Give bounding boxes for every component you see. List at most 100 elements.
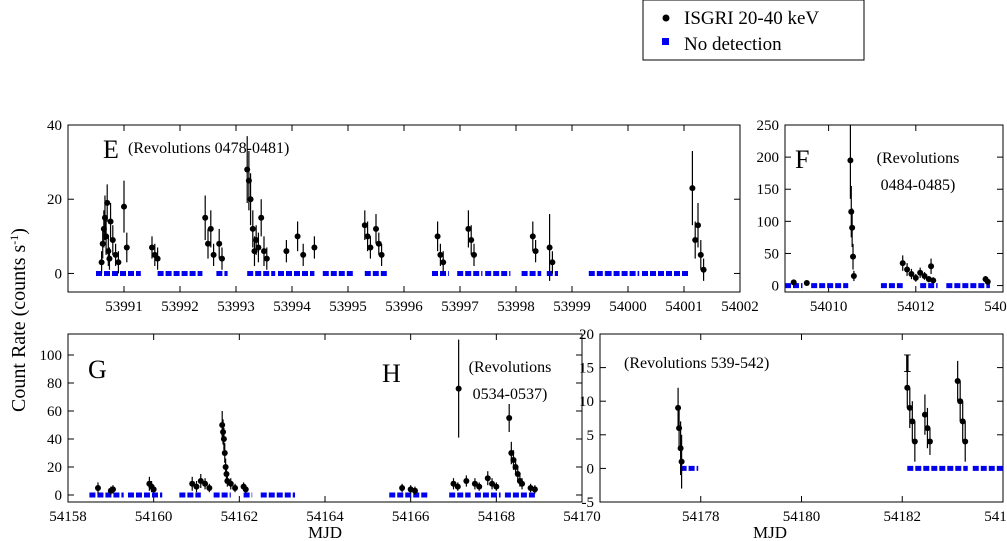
detection-point	[531, 486, 538, 493]
detection-point	[700, 266, 707, 273]
detection-point	[206, 485, 213, 491]
detection-point	[463, 478, 470, 484]
y-tick-label: 20	[47, 460, 62, 476]
detection-point	[202, 214, 209, 221]
detection-point	[300, 251, 307, 258]
detection-point	[912, 274, 919, 281]
detection-point	[508, 450, 515, 456]
detection-point	[247, 196, 254, 203]
detection-point	[193, 483, 200, 490]
detection-point	[904, 384, 911, 391]
y-tick-label: -5	[582, 495, 595, 511]
detection-point	[107, 218, 114, 225]
detection-point	[434, 233, 441, 240]
detection-point	[532, 248, 539, 255]
x-axis-label: MJD	[753, 523, 787, 541]
detection-point	[263, 255, 270, 262]
detection-point	[850, 253, 857, 260]
detection-point	[253, 237, 260, 244]
y-tick-label: 80	[47, 376, 62, 392]
detection-point	[202, 480, 209, 487]
x-tick-label: 54182	[884, 509, 922, 525]
detection-point	[546, 244, 553, 251]
x-tick-label: 54184	[984, 509, 1007, 525]
x-tick-label: 54002	[721, 299, 759, 315]
detection-point	[255, 244, 262, 251]
x-tick-label: 54158	[49, 509, 87, 525]
y-axis-label-close: )	[8, 228, 30, 235]
detection-point	[123, 244, 130, 251]
detection-point	[514, 471, 521, 477]
panel-letter: F	[795, 145, 809, 174]
y-tick-label: 50	[764, 246, 779, 262]
y-tick-label: 200	[757, 150, 780, 166]
detection-point	[506, 415, 513, 421]
detection-point	[675, 404, 682, 411]
detection-point	[98, 259, 105, 266]
detection-point	[512, 464, 519, 470]
x-tick-label: 54162	[221, 509, 259, 525]
legend: ISGRI 20-40 keV No detection	[642, 0, 865, 61]
detection-point	[455, 385, 462, 392]
x-tick-label: 53995	[329, 299, 367, 315]
panel-i: 54178 54180 54182 54184 -5 0 5 10 15 20 I (Revoluti…	[579, 327, 1007, 541]
x-tick-label: 54012	[897, 299, 935, 315]
detection-point	[150, 486, 157, 493]
detection-point	[803, 280, 810, 287]
x-tick-label: 54178	[682, 509, 720, 525]
detection-point	[850, 272, 857, 279]
panel-annotation: (Revolutions	[877, 150, 960, 167]
x-tick-label: 54180	[783, 509, 821, 525]
detection-point	[411, 487, 418, 494]
y-tick-label: 0	[772, 279, 780, 295]
y-tick-label: 150	[757, 182, 780, 198]
detection-point	[258, 214, 265, 221]
detection-point	[904, 266, 911, 273]
detection-point	[205, 240, 211, 247]
detection-point	[440, 259, 447, 266]
x-tick-label: 54166	[392, 509, 430, 525]
detection-point	[154, 255, 161, 262]
detection-point	[373, 225, 379, 232]
detection-point	[210, 251, 217, 258]
y-tick-label: 40	[47, 118, 62, 134]
detection-point	[908, 271, 915, 278]
detection-point	[921, 411, 928, 418]
detection-point	[220, 429, 227, 435]
detection-point	[219, 255, 225, 262]
detection-point	[917, 269, 924, 276]
x-tick-label: 53992	[161, 299, 199, 315]
detection-point	[984, 278, 991, 285]
y-tick-label: 60	[47, 404, 62, 420]
panel-letter: I	[903, 349, 912, 378]
detection-point	[189, 480, 196, 487]
detection-point	[928, 263, 935, 270]
detection-point	[689, 185, 696, 192]
detection-point	[695, 222, 701, 229]
detection-point	[962, 438, 969, 445]
y-tick-label: 250	[757, 118, 780, 134]
x-tick-label: 53998	[497, 299, 535, 315]
panel-g: 54158 54160 54162 54164 54166 54168 54170 0 20 40…	[40, 333, 601, 541]
y-tick-label: 10	[579, 394, 594, 410]
y-tick-label: 5	[587, 428, 595, 444]
detection-point	[471, 251, 477, 258]
detection-point	[378, 251, 385, 258]
x-tick-label: 53993	[217, 299, 255, 315]
y-tick-label: 100	[40, 348, 63, 364]
legend-nodetect-label: No detection	[684, 34, 782, 55]
y-tick-label: 20	[47, 192, 62, 208]
detection-point	[105, 248, 112, 255]
detection-point	[468, 237, 475, 244]
detection-point	[261, 248, 267, 255]
detection-point	[911, 438, 918, 445]
panel-annotation: (Revolutions 539-542)	[624, 355, 769, 372]
detection-point	[692, 237, 699, 244]
detection-point	[930, 277, 937, 284]
detection-point	[697, 251, 704, 258]
detection-point	[220, 436, 227, 442]
y-axis-label-main: Count Rate (counts s	[8, 245, 30, 412]
panel-annotation: 0484-0485)	[881, 177, 956, 194]
detection-point	[121, 203, 127, 210]
